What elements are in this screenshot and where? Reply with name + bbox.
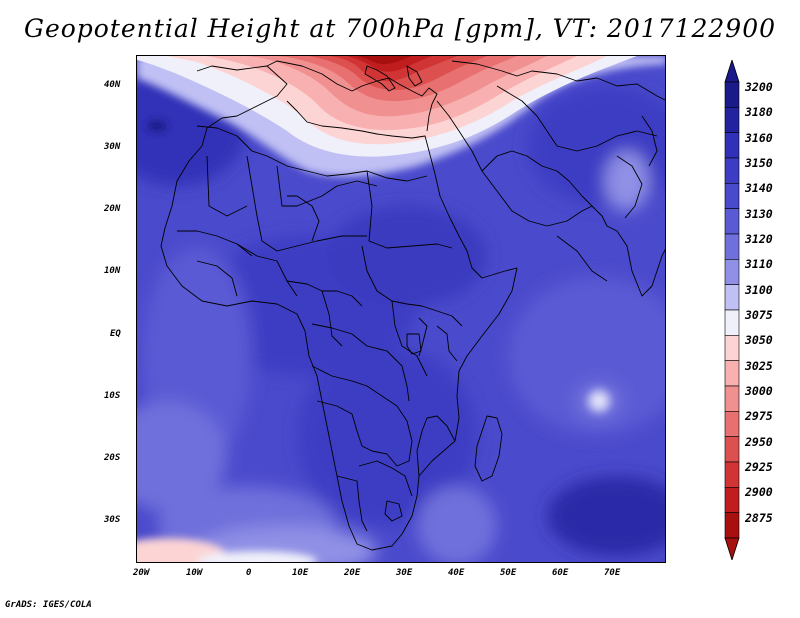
colorbar-label: 3025: [745, 358, 773, 373]
colorbar-label: 2925: [745, 460, 773, 474]
lat-label-eq: EQ: [110, 329, 121, 339]
map-plot-area: [136, 55, 666, 563]
colorbar-label: 3180: [745, 105, 773, 120]
lon-label-10e: 10E: [292, 568, 309, 578]
lon-label-20w: 20W: [133, 568, 150, 578]
lon-label-20e: 20E: [344, 568, 361, 578]
colorbar-max-arrow: [724, 60, 740, 83]
colorbar-swatch: [724, 487, 740, 513]
colorbar-swatch: [724, 512, 740, 539]
field-shading: [137, 66, 665, 562]
colorbar-swatch: [724, 259, 740, 285]
colorbar-swatch: [724, 233, 740, 260]
colorbar-swatch: [724, 436, 740, 463]
lat-label-30n: 30N: [104, 142, 121, 152]
lon-label-10w: 10W: [186, 568, 203, 578]
colorbar-label: 3160: [745, 130, 773, 145]
coastlines-and-borders: [160, 60, 665, 551]
colorbar-swatch: [724, 360, 740, 387]
colorbar-label: 3075: [745, 308, 773, 322]
lon-label-60e: 60E: [552, 568, 569, 578]
lat-label-30s: 30S: [104, 515, 121, 525]
colorbar-swatch: [724, 81, 740, 108]
lon-label-0: 0: [246, 568, 252, 578]
colorbar-swatch: [724, 208, 740, 235]
lat-label-10n: 10N: [104, 266, 121, 276]
colorbar-swatch: [724, 335, 740, 361]
colorbar-label: 3100: [745, 282, 773, 297]
geopotential-map: [137, 56, 665, 562]
colorbar-label: 3000: [745, 384, 773, 398]
colorbar-swatch: [724, 461, 740, 488]
lat-label-10s: 10S: [104, 391, 121, 401]
colorbar-label: 3120: [745, 232, 773, 246]
chart-title: Geopotential Height at 700hPa [gpm], VT:…: [23, 14, 777, 43]
colorbar: [724, 60, 740, 560]
colorbar-swatch: [724, 309, 740, 336]
colorbar-swatch: [724, 411, 740, 437]
colorbar-swatch: [724, 183, 740, 209]
mediterranean-low: [137, 56, 665, 177]
field-detail: [137, 120, 611, 562]
colorbar-swatch: [724, 132, 740, 159]
lon-label-30e: 30E: [396, 568, 413, 578]
colorbar-label: 3110: [745, 257, 773, 272]
colorbar-min-arrow: [724, 537, 740, 560]
colorbar-label: 2975: [745, 409, 773, 424]
colorbar-label: 3050: [745, 333, 773, 348]
colorbar-label: 3130: [745, 206, 773, 221]
lon-label-70e: 70E: [604, 568, 621, 578]
colorbar-swatch: [724, 284, 740, 311]
colorbar-swatch: [724, 385, 740, 412]
colorbar-label: 3150: [745, 156, 773, 170]
colorbar-label: 3200: [745, 80, 773, 94]
colorbar-swatch: [724, 107, 740, 133]
colorbar-label: 3140: [745, 181, 773, 196]
colorbar-label: 2950: [745, 434, 773, 449]
colorbar-label: 2900: [745, 485, 773, 500]
lon-label-40e: 40E: [448, 568, 465, 578]
lat-label-40n: 40N: [104, 80, 121, 90]
lat-label-20n: 20N: [104, 204, 121, 214]
grads-credit: GrADS: IGES/COLA: [5, 600, 92, 610]
colorbar-label: 2875: [745, 510, 773, 525]
lon-label-50e: 50E: [500, 568, 517, 578]
colorbar-swatch: [724, 157, 740, 184]
lat-label-20s: 20S: [104, 453, 121, 463]
